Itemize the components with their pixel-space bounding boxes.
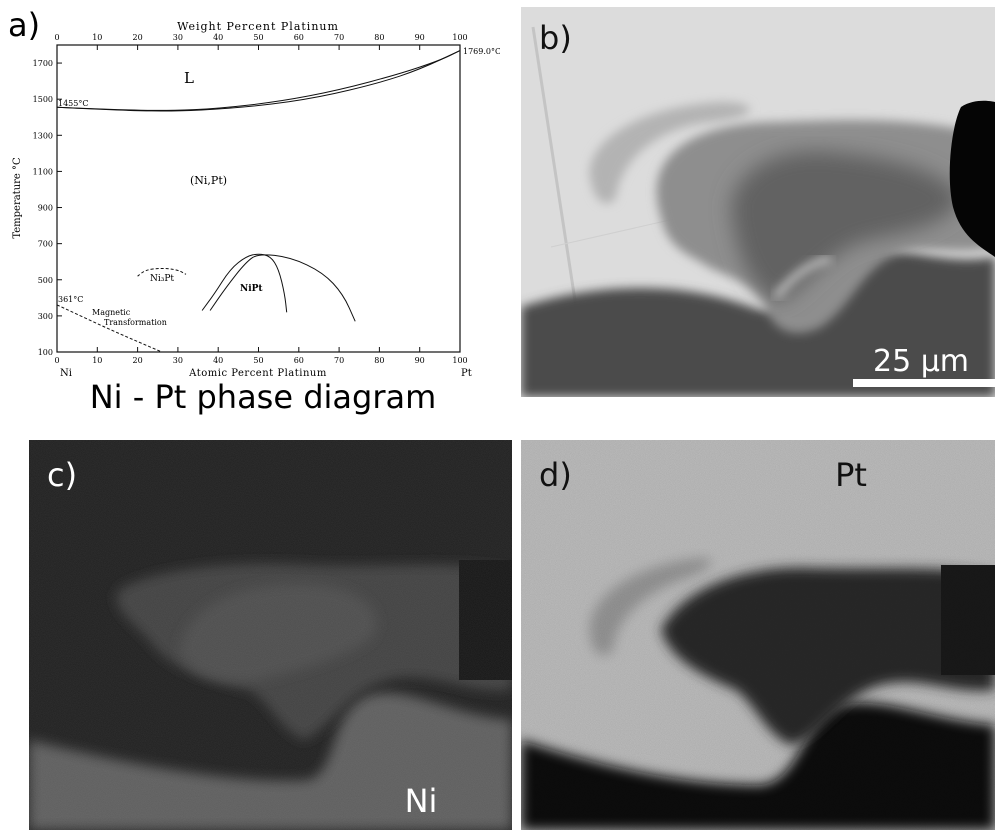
top-tick-label: 40 <box>213 33 223 42</box>
y-tick-label: 100 <box>38 348 53 357</box>
bottom-tick-label: 40 <box>213 356 223 365</box>
ni-map-panel: c) Ni <box>29 440 512 830</box>
bottom-tick-label: 50 <box>253 356 263 365</box>
panel-d-letter: d) <box>539 456 572 494</box>
bottom-tick-label: 10 <box>92 356 102 365</box>
top-tick-label: 70 <box>334 33 344 42</box>
y-tick-label: 500 <box>38 276 53 285</box>
sem-micrograph-image: b) 25 μm <box>521 7 995 397</box>
magnetic-label-1: Magnetic <box>92 308 131 317</box>
bottom-axis-ticks: 0 10 20 30 40 50 60 70 80 90 100 <box>54 347 468 365</box>
bottom-tick-label: 70 <box>334 356 344 365</box>
y-tick-label: 700 <box>38 240 53 249</box>
ni-element-label: Ni <box>405 782 438 820</box>
top-tick-label: 10 <box>92 33 102 42</box>
top-tick-label: 20 <box>133 33 143 42</box>
top-tick-label: 90 <box>415 33 425 42</box>
phase-diagram-svg: a) Weight Percent Platinum 0 10 20 30 40 50 60… <box>8 6 500 416</box>
ni-melting-label: 1455°C <box>58 99 88 108</box>
pt-map-image: d) Pt <box>521 440 995 830</box>
bottom-tick-label: 0 <box>54 356 59 365</box>
pt-end-label: Pt <box>461 368 472 379</box>
solidus-line <box>56 50 461 111</box>
y-tick-label: 1500 <box>33 95 53 104</box>
y-tick-label: 1700 <box>33 59 53 68</box>
scale-bar <box>853 379 995 387</box>
pt-melting-label: 1769.0°C <box>463 47 500 56</box>
bottom-tick-label: 90 <box>415 356 425 365</box>
y-axis-ticks: 100 300 500 700 900 1100 1300 1500 1700 <box>33 59 62 357</box>
panel-c-letter: c) <box>47 456 77 494</box>
y-tick-label: 300 <box>38 312 53 321</box>
top-tick-label: 80 <box>374 33 384 42</box>
y-axis-title: Temperature °C <box>12 157 23 239</box>
bottom-tick-label: 30 <box>173 356 183 365</box>
nipt-boundary-left <box>201 253 288 313</box>
plot-frame <box>56 44 461 353</box>
top-tick-label: 60 <box>294 33 304 42</box>
phase-curves <box>56 50 461 353</box>
ni3pt-label: Ni₃Pt <box>150 274 174 284</box>
solid-solution-label: (Ni,Pt) <box>190 174 227 187</box>
pt-map-panel: d) Pt <box>521 440 995 830</box>
panel-a-letter: a) <box>8 6 40 44</box>
sem-micrograph-panel: b) 25 μm <box>521 7 995 397</box>
top-axis-title: Weight Percent Platinum <box>177 20 339 33</box>
magnetic-label-2: Transformation <box>104 318 167 327</box>
top-tick-label: 30 <box>173 33 183 42</box>
liquidus-line <box>56 50 461 112</box>
bottom-tick-label: 20 <box>133 356 143 365</box>
ni-end-label: Ni <box>60 368 72 379</box>
nipt-boundary-right <box>209 254 356 322</box>
panel-b-letter: b) <box>539 19 572 57</box>
top-tick-label: 50 <box>253 33 263 42</box>
liquid-label: L <box>184 69 194 87</box>
top-tick-label: 0 <box>54 33 59 42</box>
scale-bar-label: 25 μm <box>873 344 969 379</box>
bottom-axis-title: Atomic Percent Platinum <box>188 368 327 379</box>
bottom-tick-label: 80 <box>374 356 384 365</box>
top-axis-ticks: 0 10 20 30 40 50 60 70 80 90 100 <box>54 33 468 50</box>
ni-map-image: c) Ni <box>29 440 512 830</box>
phase-diagram-caption: Ni - Pt phase diagram <box>90 378 437 416</box>
y-tick-label: 900 <box>38 204 53 213</box>
bottom-tick-label: 100 <box>452 356 467 365</box>
bottom-tick-label: 60 <box>294 356 304 365</box>
magnetic-transformation-line <box>56 304 162 353</box>
nipt-label: NiPt <box>240 284 263 294</box>
phase-diagram-panel: a) Weight Percent Platinum 0 10 20 30 40 50 60… <box>0 0 500 420</box>
y-tick-label: 1100 <box>33 167 53 176</box>
y-tick-label: 1300 <box>33 131 53 140</box>
top-tick-label: 100 <box>452 33 467 42</box>
pt-element-label: Pt <box>835 456 867 494</box>
curie-label: 361°C <box>58 295 83 304</box>
